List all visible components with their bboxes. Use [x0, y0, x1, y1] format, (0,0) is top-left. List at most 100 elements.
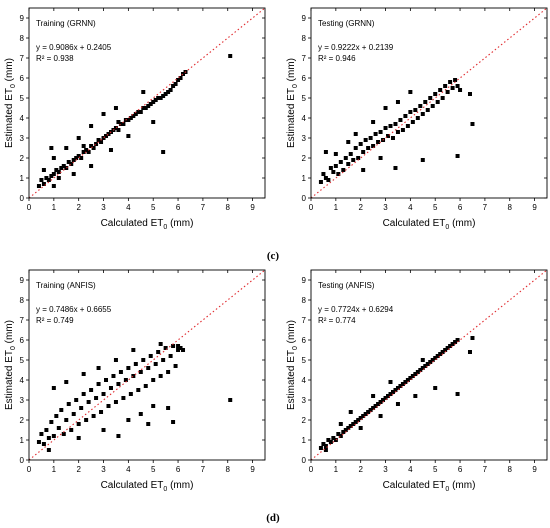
y-tick-label: 1 [302, 174, 307, 183]
data-point [433, 356, 438, 360]
data-point [158, 342, 163, 346]
data-point [89, 388, 94, 392]
x-axis-label: Calculated ET0 (mm) [101, 218, 194, 231]
reference-line-1to1 [28, 269, 266, 461]
data-point [366, 146, 371, 150]
y-tick-label: 0 [20, 194, 25, 203]
data-point [138, 412, 143, 416]
data-point [428, 96, 433, 100]
data-point [146, 366, 151, 370]
data-point [116, 434, 121, 438]
data-point [39, 178, 44, 182]
data-point [395, 100, 400, 104]
data-point [44, 176, 49, 180]
data-point [39, 432, 44, 436]
data-point [323, 448, 328, 452]
data-point [71, 172, 76, 176]
reference-line-1to1 [310, 269, 548, 461]
data-point [41, 168, 46, 172]
y-axis-label: Estimated ET0 (mm) [4, 320, 17, 410]
x-tick-label: 1 [334, 465, 339, 474]
data-point [166, 370, 171, 374]
panel-title: Testing (ANFIS) [318, 281, 375, 290]
x-tick-label: 8 [226, 465, 231, 474]
data-point [133, 362, 138, 366]
data-point [450, 86, 455, 90]
data-point [388, 380, 393, 384]
data-point [420, 112, 425, 116]
data-point [368, 136, 373, 140]
data-point [116, 128, 121, 132]
data-point [46, 178, 51, 182]
data-point [408, 110, 413, 114]
data-point [383, 126, 388, 130]
data-point [326, 438, 331, 442]
data-point [358, 416, 363, 420]
data-point [338, 434, 343, 438]
data-point [413, 372, 418, 376]
data-point [161, 94, 166, 98]
data-point [425, 108, 430, 112]
data-point [386, 394, 391, 398]
data-point [151, 378, 156, 382]
data-point [111, 374, 116, 378]
regression-equation: y = 0.7486x + 0.6655 [36, 305, 112, 314]
y-axis-label: Estimated ET0 (mm) [286, 58, 299, 148]
data-point [104, 134, 109, 138]
x-tick-label: 1 [334, 203, 339, 212]
data-point [96, 366, 101, 370]
data-point [76, 154, 81, 158]
data-point [79, 406, 84, 410]
data-point [353, 132, 358, 136]
data-point [333, 438, 338, 442]
y-axis-label: Estimated ET0 (mm) [286, 320, 299, 410]
data-point [101, 392, 106, 396]
data-point [455, 338, 460, 342]
y-tick-label: 3 [302, 134, 307, 143]
data-point [126, 134, 131, 138]
data-point [443, 348, 448, 352]
y-tick-label: 4 [20, 114, 25, 123]
y-tick-label: 3 [20, 396, 25, 405]
data-point [323, 176, 328, 180]
data-point [395, 130, 400, 134]
data-point [371, 144, 376, 148]
data-point [403, 114, 408, 118]
data-point [44, 428, 49, 432]
data-point [443, 84, 448, 88]
data-point [81, 392, 86, 396]
x-tick-label: 2 [76, 203, 81, 212]
figure-label-d: (d) [266, 512, 280, 524]
data-point [338, 422, 343, 426]
data-point [113, 106, 118, 110]
data-point [171, 84, 176, 88]
data-point [173, 364, 178, 368]
data-point [435, 354, 440, 358]
data-point [49, 420, 54, 424]
data-point [353, 420, 358, 424]
data-point [121, 122, 126, 126]
data-point [228, 54, 233, 58]
data-point [343, 428, 348, 432]
data-point [156, 96, 161, 100]
data-point [368, 408, 373, 412]
data-point [156, 350, 161, 354]
data-point [51, 184, 56, 188]
figure-label-c: (c) [267, 250, 280, 262]
data-point [398, 384, 403, 388]
data-point [321, 442, 326, 446]
data-point [328, 440, 333, 444]
data-point [56, 176, 61, 180]
data-point [408, 90, 413, 94]
panel-title: Training (GRNN) [36, 19, 96, 28]
data-point [376, 140, 381, 144]
x-tick-label: 9 [532, 465, 537, 474]
y-tick-label: 6 [20, 74, 25, 83]
data-point [331, 436, 336, 440]
data-point [94, 142, 99, 146]
data-point [81, 144, 86, 148]
data-point [373, 404, 378, 408]
data-point [410, 120, 415, 124]
data-point [445, 346, 450, 350]
regression-equation: y = 0.9086x + 0.2405 [36, 43, 112, 52]
